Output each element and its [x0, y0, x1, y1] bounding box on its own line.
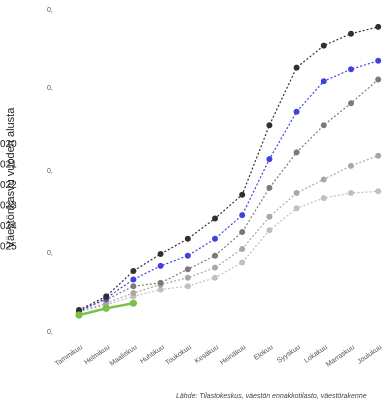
data-point — [348, 162, 354, 169]
series-line — [78, 190, 379, 313]
x-tick-label: Kesäkuu — [194, 344, 220, 365]
data-point — [293, 149, 300, 156]
x-tick-label: Helmikuu — [83, 344, 111, 367]
data-point — [320, 195, 327, 202]
data-point — [76, 307, 82, 313]
legend: 020 021 022 023 024 025 — [0, 139, 17, 253]
data-point — [130, 276, 137, 283]
data-point — [266, 156, 273, 163]
data-point — [239, 191, 246, 198]
data-point — [184, 266, 191, 273]
data-point — [75, 311, 83, 319]
data-point — [348, 100, 354, 107]
data-point — [212, 252, 218, 259]
series-group — [75, 23, 382, 319]
data-point — [184, 235, 191, 242]
data-point — [320, 176, 327, 183]
series-line — [78, 60, 379, 313]
x-tick-label: Heinäkuu — [219, 344, 247, 367]
x-tick-label: Joulukuu — [356, 344, 383, 366]
x-tick-label: Huhtikuu — [139, 344, 166, 366]
data-point — [293, 108, 300, 115]
data-point — [130, 290, 137, 296]
data-point — [375, 76, 382, 83]
legend-entry: 021 — [0, 160, 17, 171]
data-point — [375, 188, 382, 195]
y-tick-label: 0, — [47, 329, 53, 336]
y-tick-label: 0, — [47, 168, 53, 175]
data-point — [129, 299, 137, 307]
data-point — [266, 122, 273, 129]
x-tick-label: Maaliskuu — [109, 344, 139, 368]
data-point — [348, 30, 354, 37]
data-point — [130, 268, 137, 274]
data-point — [103, 293, 110, 300]
x-tick-label: Syyskuu — [276, 344, 302, 365]
data-point — [212, 215, 218, 222]
x-tick-label: Elokuu — [253, 344, 275, 362]
x-tick-label: Tammikuu — [54, 344, 84, 368]
data-point — [239, 212, 246, 219]
y-tick-label: 0, — [47, 7, 53, 14]
data-point — [320, 122, 327, 129]
legend-entry: 023 — [0, 201, 17, 212]
data-point — [184, 283, 191, 290]
x-tick-label: Marraskuu — [325, 344, 356, 369]
data-point — [375, 57, 382, 64]
x-tick-label: Toukokuu — [164, 344, 193, 367]
data-point — [348, 190, 354, 196]
series-line — [78, 155, 379, 313]
data-point — [320, 42, 327, 49]
data-point — [212, 274, 218, 281]
data-point — [157, 286, 164, 293]
data-point — [239, 229, 246, 235]
data-point — [375, 23, 382, 30]
data-point — [375, 152, 382, 159]
y-tick-label: 0, — [47, 85, 53, 92]
data-point — [266, 227, 273, 234]
data-point — [293, 190, 300, 196]
data-point — [184, 252, 191, 259]
legend-entry: 025 — [0, 242, 17, 253]
data-point — [102, 304, 110, 312]
data-point — [239, 259, 246, 266]
legend-entry: 024 — [0, 221, 17, 232]
legend-entry: 022 — [0, 180, 17, 191]
y-axis-title: Väestönkasvu vuoden alusta — [5, 107, 17, 249]
series-line — [78, 26, 379, 311]
data-point — [157, 251, 164, 257]
data-point — [239, 246, 246, 252]
y-tick-label: 0, — [47, 250, 53, 257]
data-point — [320, 78, 327, 85]
data-point — [212, 264, 218, 271]
source-note: Lähde: Tilastokeskus, väestön ennakkotil… — [176, 393, 367, 400]
data-point — [266, 213, 273, 220]
data-point — [157, 262, 164, 269]
data-point — [212, 235, 218, 242]
series-line — [78, 79, 379, 311]
data-point — [348, 66, 354, 73]
data-point — [157, 279, 164, 286]
data-point — [184, 274, 191, 281]
legend-entry: 020 — [0, 139, 17, 150]
data-point — [293, 205, 300, 212]
data-point — [130, 283, 137, 290]
data-point — [293, 64, 300, 71]
data-point — [266, 184, 273, 191]
y-tick-labels: 0, 0, 0, 0, 0, — [47, 7, 53, 336]
